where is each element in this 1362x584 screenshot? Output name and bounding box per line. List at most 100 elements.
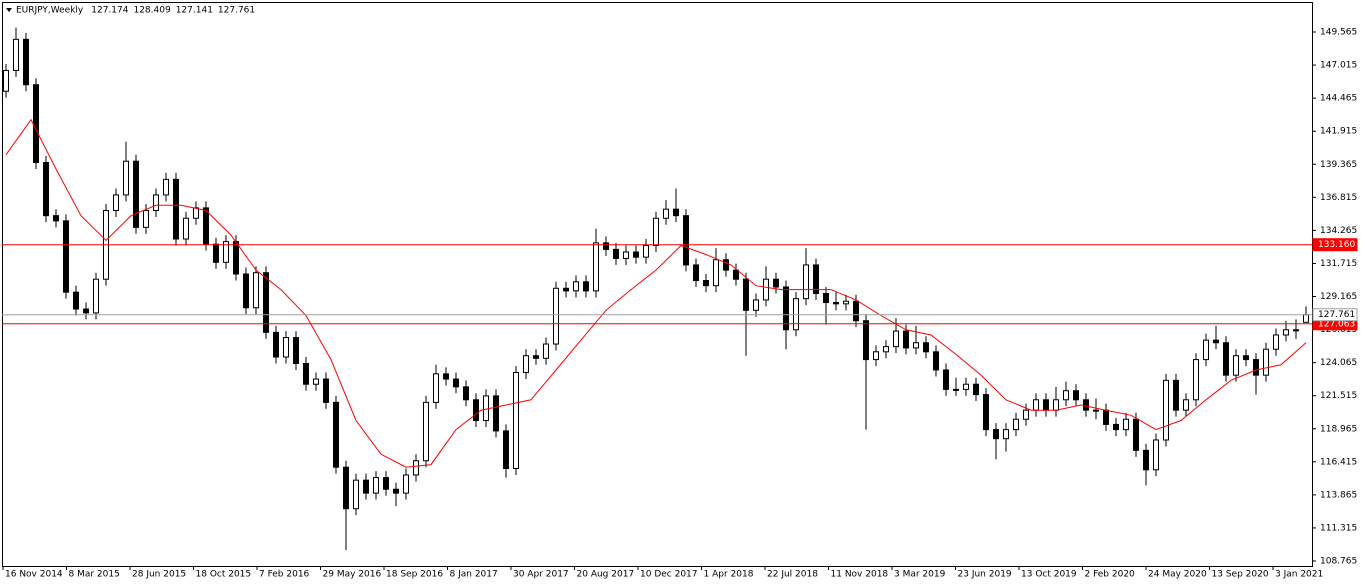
y-tick-label: 111.315	[1320, 523, 1357, 533]
menu-arrow[interactable]	[6, 8, 12, 12]
candle-body	[843, 300, 849, 305]
candle-body	[743, 278, 749, 311]
candle-body	[923, 342, 929, 353]
x-tick-label: 23 Jun 2019	[958, 570, 1012, 580]
price-label: 133.160	[1318, 240, 1355, 250]
candle-body	[353, 479, 359, 510]
candle-body	[623, 251, 629, 259]
candle-body	[263, 272, 269, 333]
y-tick-label: 147.015	[1320, 61, 1357, 71]
ohlc-value: 127.141	[176, 6, 213, 16]
candle-body	[873, 351, 879, 361]
price-label-box	[1312, 308, 1358, 322]
candle-body	[723, 259, 729, 271]
candle-body	[63, 220, 69, 293]
candle-body	[1053, 399, 1059, 411]
candle-body	[953, 388, 959, 391]
y-tick-label: 116.415	[1320, 457, 1357, 467]
candle-body	[553, 287, 559, 345]
candle-body	[803, 264, 809, 300]
candle-body	[603, 242, 609, 250]
candle-body	[53, 215, 59, 222]
candle-body	[343, 466, 349, 510]
candle-body	[1093, 409, 1099, 412]
x-tick-label: 3 Jan 2021	[1275, 570, 1323, 580]
candle-body	[753, 299, 759, 311]
candle-body	[793, 298, 799, 331]
candle-body	[1083, 399, 1089, 411]
candle-body	[583, 281, 589, 292]
candle-body	[253, 272, 259, 309]
candle-body	[493, 395, 499, 432]
candle-body	[1153, 439, 1159, 471]
y-tick-label: 113.865	[1320, 490, 1357, 500]
candle-body	[1293, 329, 1299, 332]
candle-body	[113, 194, 119, 211]
candle-body	[173, 178, 179, 240]
x-tick-label: 10 Dec 2017	[640, 570, 698, 580]
candle-body	[733, 269, 739, 280]
candle-body	[683, 215, 689, 266]
candle-body	[983, 394, 989, 431]
candle-body	[1113, 423, 1119, 431]
x-tick-label: 13 Oct 2019	[1021, 570, 1077, 580]
candle-body	[443, 373, 449, 380]
candle-body	[973, 383, 979, 396]
candle-body	[563, 287, 569, 292]
ohlc-value: 127.174	[91, 6, 128, 16]
candle-body	[573, 281, 579, 292]
candle-body	[203, 207, 209, 245]
candle-body	[903, 330, 909, 349]
candle-body	[1173, 379, 1179, 411]
candle-body	[93, 278, 99, 314]
candle-body	[663, 208, 669, 219]
candle-body	[1003, 429, 1009, 440]
candle-body	[513, 372, 519, 469]
candle-body	[763, 278, 769, 301]
candle-body	[83, 308, 89, 314]
y-tick-label: 121.515	[1320, 391, 1357, 401]
chart-title: EURJPY,Weekly	[16, 6, 84, 16]
candle-body	[773, 278, 779, 288]
candle-body	[393, 488, 399, 494]
candle-body	[193, 207, 199, 219]
candle-body	[473, 399, 479, 422]
candle-body	[1033, 399, 1039, 411]
candle-body	[1043, 399, 1049, 411]
candle-body	[3, 69, 9, 92]
ohlc-value: 128.409	[133, 6, 170, 16]
candle-body	[313, 378, 319, 385]
candle-body	[1073, 390, 1079, 401]
candle-body	[1203, 339, 1209, 361]
candle-body	[633, 251, 639, 258]
candle-body	[523, 355, 529, 374]
candle-body	[123, 160, 129, 196]
candle-body	[1183, 399, 1189, 411]
candle-body	[233, 241, 239, 275]
candle-body	[413, 460, 419, 476]
candle-body	[483, 395, 489, 422]
candle-body	[863, 320, 869, 361]
y-tick-label: 131.715	[1320, 259, 1357, 269]
x-tick-label: 8 Mar 2015	[69, 570, 120, 580]
price-label: 127.063	[1318, 319, 1355, 329]
candle-body	[333, 401, 339, 468]
candle-body	[533, 355, 539, 359]
candle-body	[1263, 348, 1269, 376]
y-tick-label: 149.565	[1320, 28, 1357, 38]
candle-body	[1273, 334, 1279, 350]
moving-average	[5, 118, 1307, 468]
candle-body	[1243, 355, 1249, 361]
candle-body	[223, 241, 229, 263]
x-tick-label: 2 Feb 2020	[1085, 570, 1136, 580]
candle-body	[503, 430, 509, 469]
y-tick-label: 124.065	[1320, 358, 1357, 368]
candle-body	[433, 373, 439, 403]
candle-body	[883, 346, 889, 353]
candle-body	[383, 477, 389, 490]
x-tick-label: 22 Jul 2018	[767, 570, 818, 580]
candle-body	[1123, 418, 1129, 431]
x-tick-label: 18 Oct 2015	[196, 570, 252, 580]
candle-body	[1023, 409, 1029, 420]
candle-body	[913, 342, 919, 349]
